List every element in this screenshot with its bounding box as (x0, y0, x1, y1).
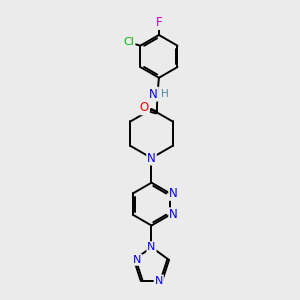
Text: N: N (147, 152, 156, 164)
Text: N: N (133, 255, 142, 265)
Text: N: N (149, 88, 158, 100)
Text: N: N (147, 242, 156, 252)
Text: N: N (169, 208, 178, 221)
Text: F: F (156, 16, 162, 29)
Text: O: O (140, 101, 149, 114)
Text: H: H (161, 89, 169, 99)
Text: N: N (154, 275, 163, 286)
Text: Cl: Cl (124, 37, 134, 47)
Text: N: N (169, 187, 178, 200)
